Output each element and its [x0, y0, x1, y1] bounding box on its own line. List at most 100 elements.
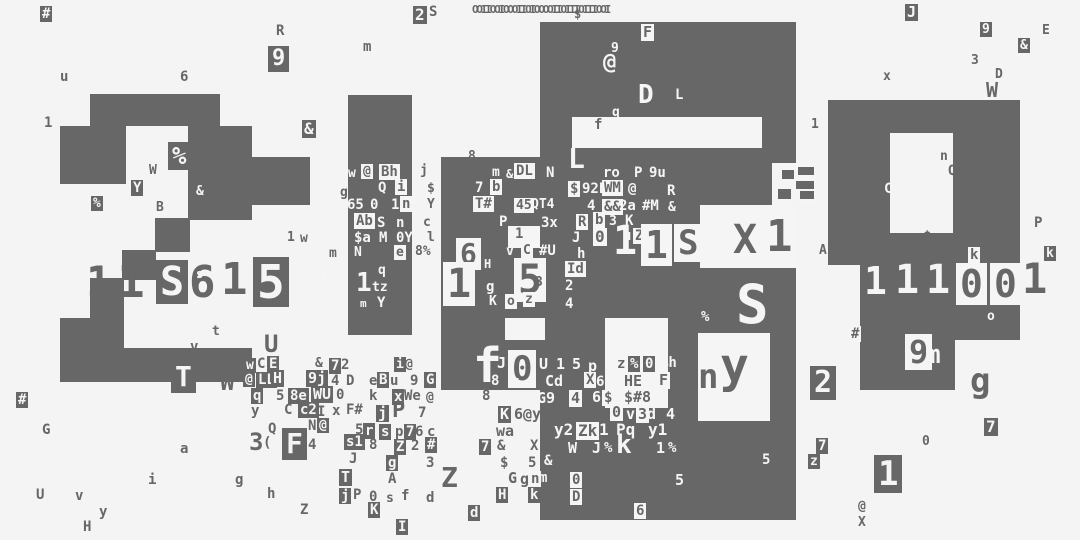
glyph: g	[970, 361, 991, 401]
glyph: 3	[426, 455, 435, 471]
glyph: a	[180, 441, 189, 457]
glyph: 3x	[541, 215, 558, 231]
glyph: i	[394, 357, 406, 372]
glyph: %	[602, 440, 615, 456]
glyph: 6	[415, 424, 424, 440]
glyph: b	[490, 179, 503, 195]
glyph: 0	[643, 356, 656, 372]
glyph: W	[986, 78, 999, 102]
glyph: 6	[189, 257, 216, 308]
glyph: C	[884, 181, 893, 197]
glyph: D	[638, 80, 654, 110]
glyph: i	[148, 472, 157, 488]
glyph: i	[395, 179, 408, 195]
glyph: 6	[592, 388, 602, 406]
glyph: &	[544, 453, 553, 469]
glyph: K	[368, 502, 381, 518]
glyph: d	[647, 405, 657, 423]
glyph: #	[40, 6, 53, 22]
glyph: d	[426, 490, 435, 506]
glyph: P	[1034, 215, 1043, 231]
glyph: m	[539, 470, 548, 486]
glyph: 6@y	[514, 405, 542, 423]
glyph: S	[429, 4, 438, 20]
glyph: Id	[565, 261, 586, 277]
glyph: 8	[369, 437, 378, 453]
glyph: n	[400, 196, 413, 212]
glyph: D	[346, 373, 355, 389]
glyph: G	[508, 469, 518, 487]
glyph: 3	[249, 428, 264, 456]
glyph: @	[317, 418, 329, 433]
glyph: f	[473, 338, 502, 394]
block	[508, 226, 540, 248]
glyph: T	[339, 468, 353, 486]
glyph: We	[404, 388, 421, 404]
glyph: $	[574, 7, 582, 21]
glyph: S	[377, 215, 386, 231]
block	[798, 167, 814, 175]
glyph: p	[395, 424, 404, 440]
glyph: f	[401, 488, 410, 504]
glyph: T#	[473, 196, 494, 212]
glyph: y1	[648, 420, 668, 439]
glyph: 5	[675, 471, 685, 489]
glyph: w	[244, 358, 256, 373]
glyph: $	[602, 390, 615, 406]
glyph: e	[369, 373, 378, 389]
glyph: 3	[609, 214, 617, 229]
glyph: 1	[926, 257, 951, 303]
glyph: 0	[369, 489, 378, 505]
glyph: 0	[956, 263, 987, 305]
glyph: j	[420, 163, 428, 178]
glyph: o	[987, 309, 995, 324]
glyph: @	[426, 390, 434, 405]
glyph: 5	[253, 257, 289, 307]
glyph: W	[220, 368, 235, 396]
glyph: n	[396, 215, 405, 231]
glyph: X	[530, 438, 539, 454]
block	[700, 205, 796, 268]
glyph: U	[539, 355, 549, 373]
glyph: U	[264, 330, 279, 358]
glyph: p	[588, 357, 598, 375]
glyph: 1	[641, 224, 672, 266]
glyph: I	[317, 404, 326, 420]
glyph: 8	[482, 388, 491, 404]
glyph: c	[423, 215, 431, 230]
glyph: 1	[599, 420, 609, 439]
glyph: &	[315, 356, 323, 371]
glyph: 3	[636, 405, 650, 423]
glyph: #M	[642, 198, 659, 214]
glyph: N	[474, 257, 482, 271]
glyph: s	[386, 491, 394, 506]
glyph: m	[329, 246, 337, 261]
block	[782, 170, 794, 179]
glyph: F	[641, 23, 655, 41]
glyph: z	[808, 454, 820, 469]
glyph: #U	[539, 243, 556, 259]
glyph: 9	[268, 46, 290, 72]
glyph: g	[386, 455, 399, 471]
glyph: R	[576, 214, 589, 230]
glyph: #	[849, 326, 862, 342]
glyph: OOIIOOIOOOIIOIOOOOIIOIIIOIIIOOI	[472, 3, 611, 16]
glyph: J	[592, 439, 602, 457]
glyph: g	[486, 279, 495, 295]
glyph: F	[282, 428, 307, 460]
glyph: r	[363, 423, 376, 439]
glyph: W	[149, 163, 157, 178]
glyph: K	[498, 405, 512, 423]
glyph: m	[194, 294, 201, 307]
glyph: &	[497, 438, 506, 454]
glyph: 1	[287, 230, 295, 245]
glyph: Y	[131, 180, 144, 196]
glyph: m	[492, 165, 500, 180]
glyph: w	[348, 166, 356, 181]
glyph: 7	[329, 358, 342, 374]
glyph: 2	[341, 357, 350, 373]
glyph: 8	[415, 180, 423, 195]
glyph: 7	[479, 439, 492, 455]
glyph: 2a	[619, 198, 636, 214]
glyph: C	[521, 243, 533, 258]
